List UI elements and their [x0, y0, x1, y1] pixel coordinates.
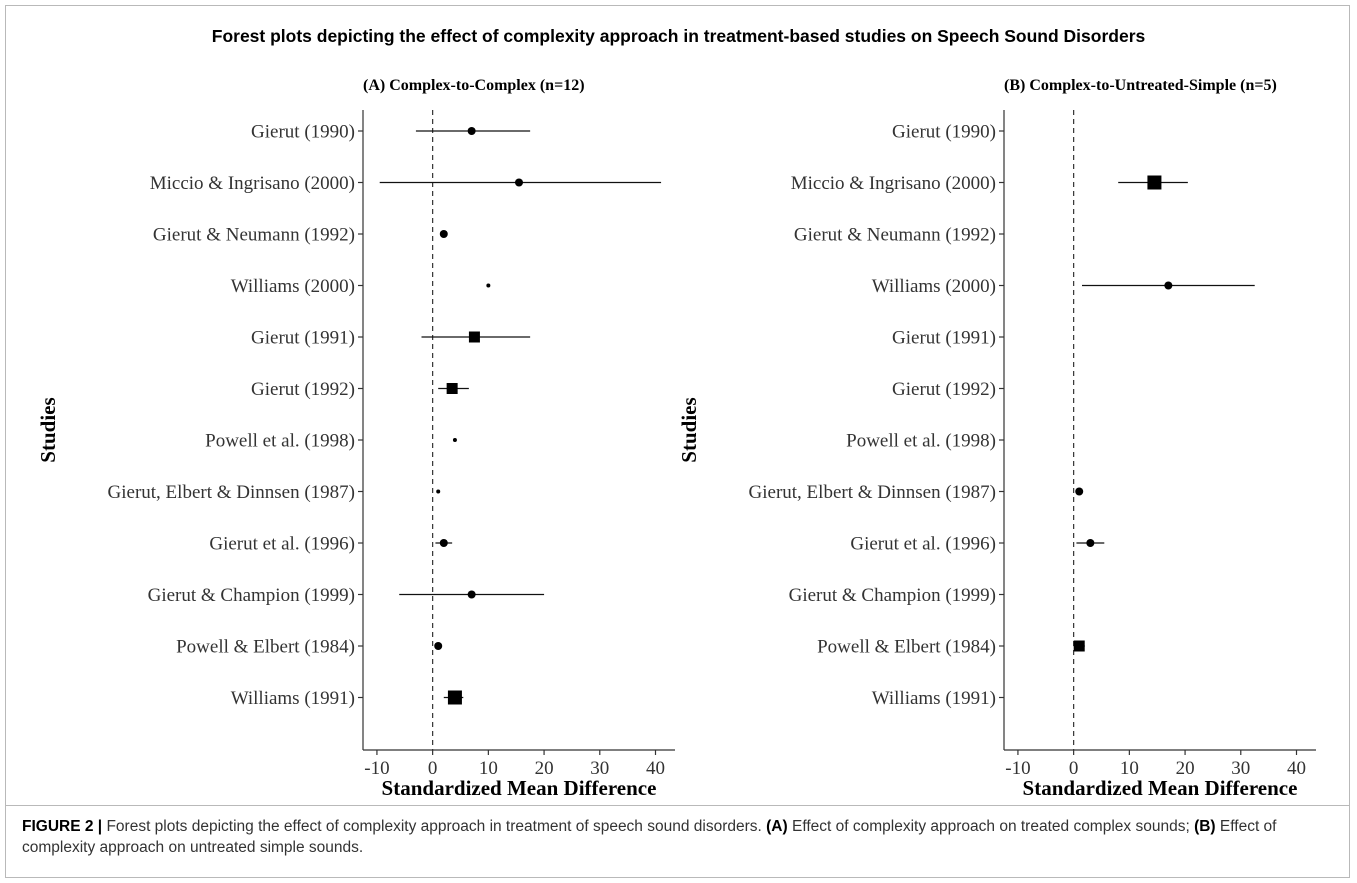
panel-b-study-label: Powell et al. (1998): [846, 431, 996, 452]
panel-b-study-label: Williams (1991): [872, 688, 996, 709]
panel-b-study-label: Gierut (1991): [892, 328, 996, 349]
panel-a-x-tick-label: 0: [428, 758, 438, 779]
panel-a-x-tick-label: -10: [364, 758, 389, 779]
panel-b-study-label: Gierut & Champion (1999): [789, 585, 996, 606]
figure-title: Forest plots depicting the effect of com…: [211, 26, 1146, 46]
panel-b-x-tick-label: 40: [1287, 758, 1306, 779]
panel-b-effect-square: [1073, 640, 1085, 652]
panel-a-study-label: Williams (2000): [231, 276, 355, 297]
panel-a-x-tick-label: 40: [646, 758, 665, 779]
panel-b-x-tick-label: 10: [1120, 758, 1139, 779]
panel-a-study-label: Miccio & Ingrisano (2000): [150, 173, 355, 194]
panel-b-study-label: Gierut (1990): [892, 122, 996, 143]
panel-a-effect-square: [446, 383, 458, 394]
panel-b-x-tick-label: 30: [1231, 758, 1250, 779]
panel-b-effect-point: [1086, 539, 1095, 547]
caption-panel-a: (A): [766, 818, 788, 835]
figure-frame: [5, 5, 1350, 878]
caption-panel-b: (B): [1194, 818, 1216, 835]
caption-divider: [5, 805, 1350, 806]
caption-text-2: Effect of complexity approach on treated…: [787, 818, 1195, 835]
panel-b-study-label: Gierut & Neumann (1992): [794, 225, 996, 246]
panel-a-study-label: Gierut & Champion (1999): [148, 585, 355, 606]
panel-b-study-label: Gierut (1992): [892, 379, 996, 400]
panel-a-study-label: Powell et al. (1998): [205, 431, 355, 452]
panel-a-effect-point: [439, 539, 448, 547]
panel-b-effect-point: [1075, 487, 1084, 496]
panel-b-x-tick-label: 0: [1069, 758, 1079, 779]
caption-text-1: Forest plots depicting the effect of com…: [102, 818, 767, 835]
panel-a-effect-point: [439, 230, 448, 238]
panel-a-effect-point: [452, 438, 457, 442]
panel-b-study-label: Gierut et al. (1996): [850, 534, 996, 555]
panel-a-effect-square: [468, 331, 480, 343]
panel-b-x-axis-title: Standardized Mean Difference: [1023, 776, 1298, 800]
panel-a-x-tick-label: 30: [590, 758, 609, 779]
panel-b-effect-square: [1147, 175, 1162, 190]
panel-a-effect-point: [436, 489, 441, 494]
panel-b-study-label: Powell & Elbert (1984): [817, 637, 996, 658]
panel-a-effect-point: [467, 127, 476, 135]
panel-b-study-label: Williams (2000): [872, 276, 996, 297]
panel-a-study-label: Williams (1991): [231, 688, 355, 709]
panel-a-study-label: Gierut et al. (1996): [209, 534, 355, 555]
panel-b-x-tick-label: -10: [1005, 758, 1030, 779]
panel-a-effect-point: [486, 283, 491, 288]
panel-a-study-label: Gierut, Elbert & Dinnsen (1987): [108, 482, 355, 503]
panel-a-study-label: Gierut & Neumann (1992): [153, 225, 355, 246]
panel-b-y-axis-title: Studies: [677, 397, 701, 462]
caption-text-3: Effect of complexity approach on untreat…: [22, 818, 1277, 856]
panel-b-study-label: Miccio & Ingrisano (2000): [791, 173, 996, 194]
panel-b-title: (B) Complex-to-Untreated-Simple (n=5): [1004, 77, 1277, 94]
panel-b-x-tick-label: 20: [1176, 758, 1195, 779]
panel-a-effect-point: [434, 642, 443, 650]
panel-a-x-tick-label: 10: [479, 758, 498, 779]
panel-a-study-label: Gierut (1990): [251, 122, 355, 143]
panel-b-effect-point: [1164, 281, 1173, 290]
panel-a-x-tick-label: 20: [535, 758, 554, 779]
caption-label: FIGURE 2 |: [22, 818, 103, 835]
forest-plots: (A) Complex-to-Complex (n=12) -10 0 10 20 30 4…: [36, 77, 1316, 800]
panel-a-effect-point: [515, 178, 523, 187]
panel-a-study-label: Powell & Elbert (1984): [176, 637, 355, 658]
panel-a-x-axis-title: Standardized Mean Difference: [382, 776, 657, 800]
panel-a-study-label: Gierut (1992): [251, 379, 355, 400]
panel-a-effect-square: [447, 690, 462, 705]
figure-caption: FIGURE 2 | Forest plots depicting the ef…: [22, 816, 1332, 858]
panel-a-y-axis-title: Studies: [36, 397, 60, 462]
panel-a-effect-point: [467, 590, 476, 599]
panel-a-title: (A) Complex-to-Complex (n=12): [363, 77, 585, 94]
panel-a-study-label: Gierut (1991): [251, 328, 355, 349]
panel-b-study-label: Gierut, Elbert & Dinnsen (1987): [749, 482, 996, 503]
